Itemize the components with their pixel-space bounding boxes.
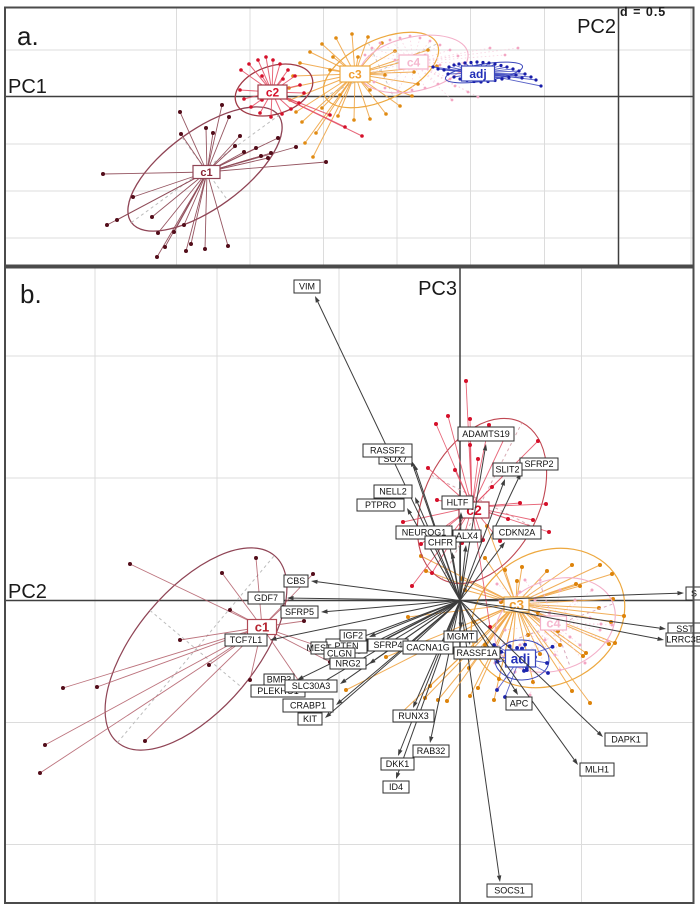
svg-text:MLH1: MLH1 [585,765,609,775]
svg-text:RUNX3: RUNX3 [398,711,429,721]
svg-text:NELL2: NELL2 [379,487,407,497]
svg-text:CRABP1: CRABP1 [290,701,326,711]
svg-text:RASSF2: RASSF2 [370,446,405,456]
svg-text:SLC30A3: SLC30A3 [292,681,331,691]
svg-text:CACNA1G: CACNA1G [406,643,450,653]
svg-text:PLEKHO1: PLEKHO1 [257,686,299,696]
svg-text:ADAMTS19: ADAMTS19 [462,429,510,439]
svg-text:c2: c2 [266,85,280,99]
svg-text:ALX4: ALX4 [456,531,478,541]
svg-text:PC2: PC2 [577,16,616,38]
svg-text:NEUROG1: NEUROG1 [402,528,447,538]
svg-text:c1: c1 [255,620,269,635]
svg-text:VIM: VIM [299,282,315,292]
svg-text:adj: adj [469,67,486,81]
svg-text:SFRP5: SFRP5 [285,607,314,617]
svg-text:BMP3: BMP3 [267,675,292,685]
svg-text:c4: c4 [407,55,421,69]
svg-text:PTEN: PTEN [334,641,358,651]
svg-text:SST: SST [676,624,694,634]
svg-text:SOX7: SOX7 [383,454,407,464]
svg-text:PC3: PC3 [418,278,457,300]
svg-text:b.: b. [20,279,42,309]
svg-text:ID4: ID4 [389,782,403,792]
svg-text:a.: a. [17,21,39,51]
svg-text:DAPK1: DAPK1 [611,735,641,745]
svg-text:NRG2: NRG2 [335,659,360,669]
svg-text:DKK1: DKK1 [386,759,410,769]
svg-text:CBS: CBS [287,576,306,586]
svg-text:RAB32: RAB32 [417,746,446,756]
svg-text:d = 0.5: d = 0.5 [620,5,666,19]
svg-text:LRRC3B: LRRC3B [666,635,700,645]
svg-text:MEST: MEST [306,643,332,653]
svg-text:SOCS1: SOCS1 [494,886,525,896]
svg-text:c1: c1 [200,167,212,179]
svg-text:SFRP2: SFRP2 [524,459,553,469]
svg-text:c3: c3 [348,67,362,81]
svg-text:SFRP4: SFRP4 [373,640,402,650]
svg-text:RASSF1A: RASSF1A [456,648,497,658]
svg-text:MGMT: MGMT [447,632,475,642]
svg-text:PTPRO: PTPRO [365,500,396,510]
svg-text:APC: APC [510,699,529,709]
svg-text:CDKN2A: CDKN2A [499,528,536,538]
svg-text:CHFR: CHFR [428,538,453,548]
svg-text:PC1: PC1 [8,76,47,98]
svg-text:GDF7: GDF7 [254,593,278,603]
svg-text:PC2: PC2 [8,581,47,603]
svg-text:SLIT2: SLIT2 [495,465,519,475]
svg-text:HLTF: HLTF [447,498,469,508]
svg-text:TCF7L1: TCF7L1 [230,635,263,645]
svg-text:CLGN: CLGN [327,649,352,659]
svg-text:IGF2: IGF2 [343,631,363,641]
svg-text:KIT: KIT [303,714,318,724]
